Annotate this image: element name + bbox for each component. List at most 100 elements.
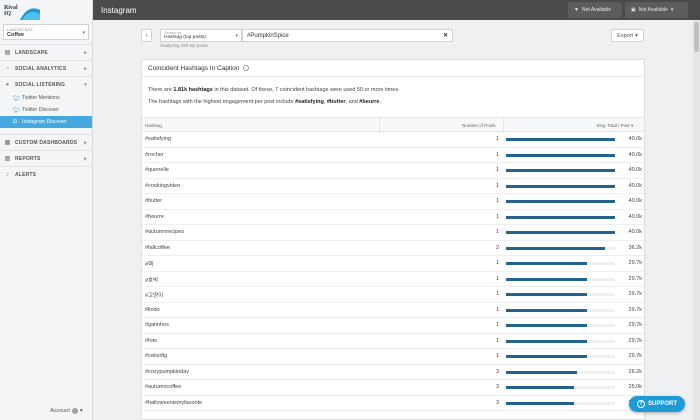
hashtag-cell[interactable]: #fallcoffee [145,244,170,251]
engagement-value-cell: 29.7k [628,260,642,266]
hashtag-cell[interactable]: #고양이 [145,293,164,299]
date-range-button-label: Not Available [638,7,668,13]
twitter-icon: 🐦︎ [13,107,21,114]
nav-twitter-mentions[interactable]: 🐦︎ Twitter Mentions [0,92,92,104]
chevron-right-icon: ▸ [84,139,87,146]
chevron-down-icon: ▾ [670,7,674,13]
nav-instagram-discover-label: Instagram Discover [22,119,67,125]
hashtag-cell[interactable]: #lindo [145,306,160,313]
hashtag-cell[interactable]: #foto [145,337,158,344]
engagement-value-cell: 40.0k [628,229,642,235]
search-type-label: Search by [164,31,182,35]
posts-cell: 1 [495,136,499,142]
engagement-value-cell: 29.7k [628,337,642,344]
layers-icon: ▤ [4,50,11,56]
summary-line-2: The hashtags with the highest engagement… [148,96,638,108]
summary1-post: in this dataset. Of these, 7 coincident … [212,87,400,93]
back-button[interactable]: ‹ [141,29,152,42]
nav-twitter-mentions-label: Twitter Mentions [22,95,60,101]
hashtag-cell[interactable]: #gatinhos [145,322,169,328]
engagement-value-cell: 25.0k [628,384,642,390]
search-input[interactable]: #PumpkinSpice ✕ [242,29,453,42]
engagement-bar [506,308,587,312]
landscape-selector[interactable]: LANDSCAPE Coffee ▾ [3,24,89,40]
engagement-value-cell: 40.0k [628,167,642,173]
chevron-right-icon: ▸ [84,155,87,162]
table-row: #butter 1 40.0k [142,194,644,210]
posts-cell: 1 [495,322,499,328]
hashtag-cell[interactable]: #autumncoffee [145,384,182,390]
hashtag-cell[interactable]: #beurre [145,213,164,220]
coincident-hashtags-card: Coincident Hashtags In Caption i There a… [141,59,645,420]
clear-icon[interactable]: ✕ [442,33,448,39]
chevron-right-icon: ▸ [84,65,87,72]
nav-social-listening[interactable]: ● SOCIAL LISTENING ▾ [0,76,92,92]
engagement-bar [506,262,587,265]
engagement-bar-track [506,184,615,188]
landscape-selector-label: LANDSCAPE [7,27,34,32]
engagement-value-cell: 40.0k [628,213,642,220]
summary2-pre: The hashtags with the highest engagement… [148,99,296,105]
support-button-label: SUPPORT [647,401,677,407]
nav-instagram-discover[interactable]: ◘ Instagram Discover [0,116,92,128]
nav-twitter-discover[interactable]: 🐦︎ Twitter Discover [0,104,92,116]
engagement-bar [506,200,615,203]
engagement-bar [506,153,615,157]
search-type-value: Hashtag (top posts) [164,35,206,40]
nav-social-analytics[interactable]: ◔ SOCIAL ANALYTICS ▸ [0,60,92,76]
logo[interactable]: Rival IQ [0,0,92,22]
hashtag-cell[interactable]: #quenelle [145,167,169,173]
page-title: Instagram [101,5,137,15]
sidebar: Rival IQ LANDSCAPE Coffee ▾ ▤ LANDSCAPE … [0,0,93,420]
posts-cell: 1 [495,213,499,220]
summary2-tag1: #satisfying [295,99,324,105]
nav-custom-dashboards[interactable]: ▦ CUSTOM DASHBOARDS ▸ [0,134,92,150]
engagement-bar-track [506,215,615,219]
scrollbar-thumb[interactable] [694,22,699,52]
hashtag-cell[interactable]: #butter [145,198,163,204]
col-header-posts[interactable]: Number of Posts [462,123,496,128]
table-header: Hashtag Number of Posts Eng. Total / Pos… [142,117,644,133]
col-header-engagement[interactable]: Eng. Total / Post ▾ [597,123,633,129]
table-row: #foto 1 29.7k [142,334,644,349]
nav-landscape[interactable]: ▤ LANDSCAPE ▸ [0,44,92,60]
hashtag-cell[interactable]: #핵 [145,262,154,268]
date-range-button[interactable]: ▣ Not Available ▾ [625,2,688,18]
filter-button[interactable]: ▼ Not Available [568,2,622,18]
scrollbar[interactable] [693,20,700,420]
topbar: Instagram ▼ Not Available ▣ Not Availabl… [93,0,700,20]
export-button[interactable]: Export ▾ [611,29,644,42]
summary2-tag2: #butter [326,99,346,105]
col-header-hashtag[interactable]: Hashtag [145,123,162,128]
hashtag-cell[interactable]: #halloweenismyfavorite [145,399,203,406]
nav-reports[interactable]: ▥ REPORTS ▸ [0,150,92,166]
engagement-bar [506,215,615,219]
engagement-bar-track [506,401,615,405]
hashtag-cell[interactable]: #호박 [145,277,159,284]
chevron-down-icon: ▾ [235,33,238,39]
info-icon[interactable]: i [243,65,250,71]
hashtag-cell[interactable]: #catsofig [145,353,168,359]
account-menu[interactable]: Account ▾ [50,408,83,414]
hashtag-cell[interactable]: #autumnrecipes [145,229,185,235]
posts-cell: 1 [495,275,499,282]
reports-icon: ▥ [4,156,11,162]
hashtag-cell[interactable]: #rocher [145,151,164,158]
summary-line-1: There are 1.81k hashtags in this dataset… [148,84,638,96]
hashtag-cell[interactable]: #cookingvideo [145,182,181,189]
column-divider [503,118,504,133]
export-button-label: Export [617,32,634,39]
nav-alerts[interactable]: ♪ ALERTS [0,166,92,182]
engagement-bar-track [506,262,615,265]
support-button[interactable]: ? SUPPORT [629,396,685,412]
hashtag-cell[interactable]: #cozypumpkinday [145,368,190,375]
bell-icon: ♪ [5,171,10,178]
hashtag-cell[interactable]: #satisfying [145,136,171,142]
engagement-value-cell: 29.7k [628,322,642,328]
search-type-select[interactable]: Search by Hashtag (top posts) ▾ [160,29,242,42]
summary2-tag3: #beurre [359,99,380,105]
table-row: #beurre 1 40.0k [142,210,644,225]
posts-cell: 3 [495,368,499,375]
table-row: #autumncoffee 3 25.0k [142,380,644,396]
nav-social-analytics-label: SOCIAL ANALYTICS [15,65,67,72]
